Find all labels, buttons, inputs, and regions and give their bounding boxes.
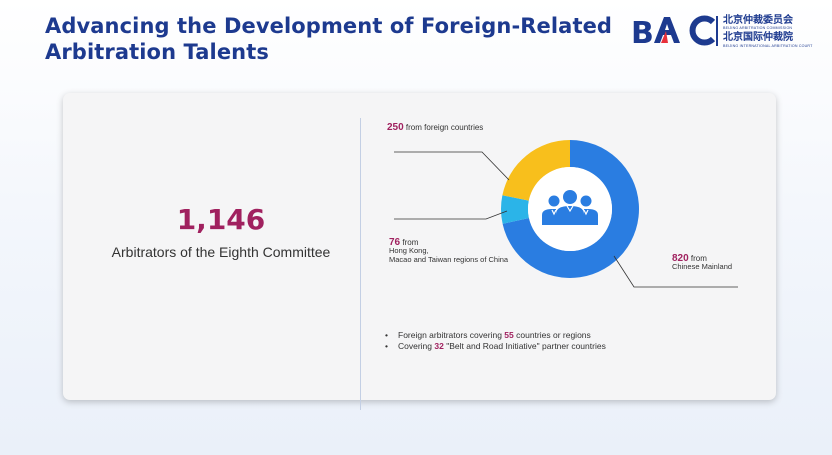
bullet-icon: • (385, 341, 388, 351)
logo-en-line2: BEIJING INTERNATIONAL ARBITRATION COURT (723, 43, 813, 48)
annotation-hmt: 76 from Hong Kong, Macao and Taiwan regi… (389, 238, 508, 264)
note-number: 55 (504, 330, 514, 340)
people-group-icon (542, 190, 598, 225)
hmt-sublabel: Hong Kong, Macao and Taiwan regions of C… (389, 246, 509, 264)
slice-hk-macao-taiwan (501, 195, 529, 224)
leader-line-hmt (394, 210, 508, 220)
notes-list: • Foreign arbitrators covering 55 countri… (385, 330, 606, 352)
mainland-value: 820 (672, 253, 689, 264)
bullet-icon: • (385, 330, 388, 340)
foreign-label: from foreign countries (405, 123, 484, 132)
logo-en-line1: BEIJING ARBITRATION COMMISSION (723, 26, 793, 30)
foreign-value: 250 (387, 122, 404, 133)
card-divider (360, 118, 361, 410)
logo-cn-line1: 北京仲裁委员会 (723, 15, 793, 26)
hmt-value: 76 (389, 237, 401, 248)
note-text-post: countries or regions (513, 330, 591, 340)
logo-text: 北京仲裁委员会 BEIJING ARBITRATION COMMISSION 北… (723, 15, 813, 48)
arbitrator-total-label: Arbitrators of the Eighth Committee (111, 244, 331, 260)
note-item: • Covering 32 "Belt and Road Initiative" … (385, 341, 606, 352)
note-text-post: "Belt and Road Initiative" partner count… (443, 341, 606, 351)
svg-text:B: B (631, 16, 654, 48)
bac-logo: B 北京仲裁委员会 BEIJING ARBITRATION COMMISSION… (631, 14, 812, 48)
content-card (63, 93, 776, 400)
arbitrator-total: 1,146 (176, 203, 266, 236)
page-title: Advancing the Development of Foreign-Rel… (45, 14, 613, 64)
mainland-label: from (690, 254, 707, 263)
slice-foreign-countries (502, 140, 570, 201)
note-text-pre: Foreign arbitrators covering (398, 330, 505, 340)
annotation-mainland: 820 from Chinese Mainland (672, 254, 732, 272)
slice-chinese-mainland (502, 140, 639, 278)
mainland-sublabel: Chinese Mainland (672, 262, 733, 271)
note-number: 32 (434, 341, 444, 351)
logo-separator (716, 16, 718, 46)
note-item: • Foreign arbitrators covering 55 countri… (385, 330, 606, 341)
logo-cn-line2: 北京国际仲裁院 (723, 31, 793, 43)
bac-mark-icon: B (631, 15, 715, 48)
annotation-foreign: 250 from foreign countries (387, 122, 484, 133)
hmt-label: from (402, 238, 419, 247)
note-text-pre: Covering (398, 341, 435, 351)
leader-line-foreign (394, 151, 510, 181)
leader-line-mainland (613, 255, 738, 288)
